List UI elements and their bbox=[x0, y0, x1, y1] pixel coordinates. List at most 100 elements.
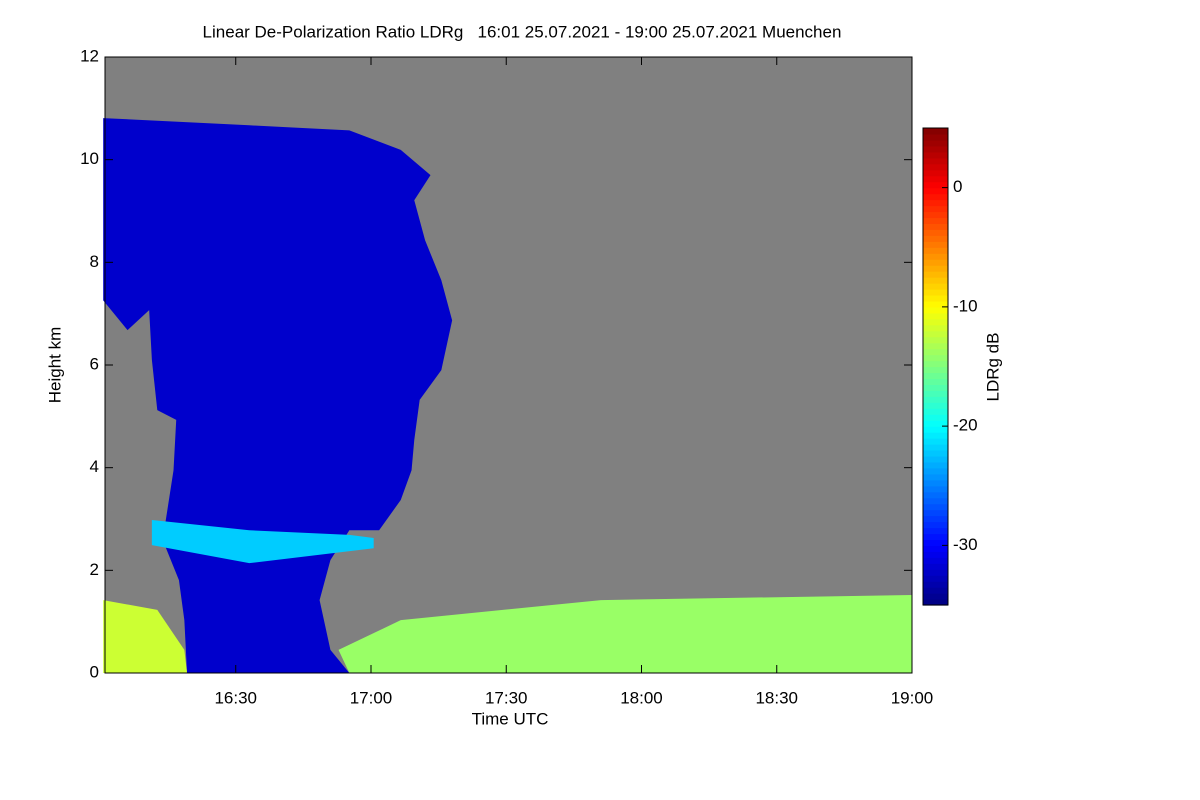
colorbar-step bbox=[923, 229, 948, 236]
colorbar-step bbox=[923, 241, 948, 248]
y-tick-label: 2 bbox=[90, 560, 99, 579]
y-tick-label: 4 bbox=[90, 457, 99, 476]
x-tick-label: 17:00 bbox=[350, 688, 393, 707]
colorbar-step bbox=[923, 473, 948, 481]
y-axis-label: Height km bbox=[45, 327, 64, 404]
colorbar-step bbox=[923, 497, 948, 505]
colorbar-step bbox=[923, 527, 948, 535]
colorbar-step bbox=[923, 217, 948, 224]
y-tick-label: 8 bbox=[90, 252, 99, 271]
x-tick-label: 18:30 bbox=[755, 688, 798, 707]
colorbar-step bbox=[923, 420, 948, 427]
colorbar-step bbox=[923, 563, 948, 570]
colorbar-step bbox=[923, 414, 948, 421]
colorbar-step bbox=[923, 366, 948, 374]
colorbar-step bbox=[923, 336, 948, 344]
colorbar-step bbox=[923, 330, 948, 338]
colorbar-step bbox=[923, 378, 948, 385]
colorbar-step bbox=[923, 187, 948, 195]
colorbar-step bbox=[923, 259, 948, 266]
colorbar-step bbox=[923, 175, 948, 183]
colorbar-step bbox=[923, 438, 948, 445]
colorbar-step bbox=[923, 461, 948, 469]
colorbar-step bbox=[923, 199, 948, 207]
colorbar-step bbox=[923, 455, 948, 463]
x-tick-label: 19:00 bbox=[891, 688, 934, 707]
colorbar-step bbox=[923, 575, 948, 582]
colorbar-step bbox=[923, 151, 948, 159]
colorbar-step bbox=[923, 205, 948, 213]
colorbar-step bbox=[923, 491, 948, 499]
colorbar-step bbox=[923, 485, 948, 493]
colorbar-step bbox=[923, 133, 948, 141]
colorbar-step bbox=[923, 396, 948, 403]
colorbar-step bbox=[923, 157, 948, 165]
colorbar-step bbox=[923, 294, 948, 302]
colorbar-step bbox=[923, 300, 948, 308]
colorbar-step bbox=[923, 181, 948, 189]
colorbar-step bbox=[923, 587, 948, 594]
colorbar-step bbox=[923, 521, 948, 529]
chart-title: Linear De-Polarization Ratio LDRg 16:01 … bbox=[203, 22, 842, 41]
colorbar-step bbox=[923, 342, 948, 350]
colorbar-step bbox=[923, 145, 948, 153]
colorbar-step bbox=[923, 533, 948, 541]
y-tick-label: 6 bbox=[90, 354, 99, 373]
colorbar-step bbox=[923, 503, 948, 511]
ldr-region bbox=[103, 600, 188, 673]
colorbar-step bbox=[923, 360, 948, 368]
colorbar-label: LDRg dB bbox=[983, 333, 1002, 402]
colorbar-step bbox=[923, 402, 948, 409]
colorbar-step bbox=[923, 432, 948, 439]
colorbar-tick-label: -30 bbox=[953, 535, 978, 554]
colorbar-step bbox=[923, 139, 948, 147]
colorbar-step bbox=[923, 545, 948, 552]
colorbar-step bbox=[923, 569, 948, 576]
colorbar-step bbox=[923, 288, 948, 296]
colorbar-step bbox=[923, 390, 948, 397]
x-tick-label: 18:00 bbox=[620, 688, 663, 707]
colorbar-step bbox=[923, 348, 948, 356]
y-tick-label: 0 bbox=[90, 662, 99, 681]
colorbar-step bbox=[923, 247, 948, 254]
colorbar-step bbox=[923, 539, 948, 546]
colorbar-step bbox=[923, 312, 948, 320]
colorbar-step bbox=[923, 426, 948, 433]
colorbar-tick-label: -10 bbox=[953, 296, 978, 315]
colorbar-tick-label: 0 bbox=[953, 177, 962, 196]
colorbar-step bbox=[923, 324, 948, 332]
x-tick-label: 17:30 bbox=[485, 688, 528, 707]
colorbar-step bbox=[923, 211, 948, 219]
ldr-region bbox=[338, 594, 912, 673]
colorbar-step bbox=[923, 444, 948, 451]
colorbar-step bbox=[923, 593, 948, 600]
colorbar-frame bbox=[922, 127, 949, 606]
y-tick-label: 12 bbox=[80, 46, 99, 65]
colorbar-step bbox=[923, 408, 948, 415]
colorbar-step bbox=[923, 318, 948, 326]
colorbar-step bbox=[923, 169, 948, 177]
colorbar-step bbox=[923, 557, 948, 564]
colorbar-step bbox=[923, 306, 948, 314]
ldr-region bbox=[151, 520, 374, 564]
colorbar-step bbox=[923, 509, 948, 517]
colorbar-step bbox=[923, 551, 948, 558]
colorbar-step bbox=[923, 354, 948, 362]
x-axis-label: Time UTC bbox=[472, 709, 549, 728]
colorbar-step bbox=[923, 277, 948, 284]
colorbar-step bbox=[923, 581, 948, 588]
colorbar-step bbox=[923, 449, 948, 457]
colorbar-step bbox=[923, 128, 948, 135]
y-tick-label: 10 bbox=[80, 149, 99, 168]
colorbar-step bbox=[923, 163, 948, 171]
colorbar-step bbox=[923, 223, 948, 230]
x-tick-label: 16:30 bbox=[214, 688, 257, 707]
colorbar-step bbox=[923, 271, 948, 278]
colorbar-step bbox=[923, 372, 948, 380]
colorbar-step bbox=[923, 467, 948, 475]
colorbar-step bbox=[923, 193, 948, 201]
colorbar-step bbox=[923, 599, 948, 606]
colorbar-step bbox=[923, 384, 948, 391]
colorbar-step bbox=[923, 235, 948, 242]
